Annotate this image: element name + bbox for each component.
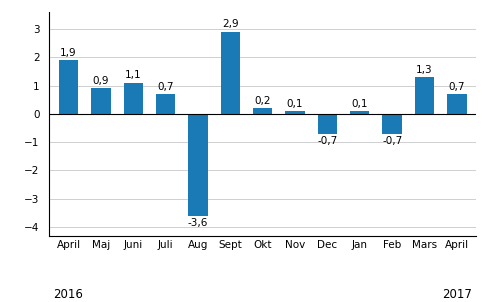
Text: 0,1: 0,1 [352, 98, 368, 108]
Bar [188, 114, 208, 216]
Text: 1,1: 1,1 [125, 70, 141, 80]
Bar [447, 94, 466, 114]
Bar [253, 108, 273, 114]
Text: 0,2: 0,2 [254, 96, 271, 106]
Text: 2017: 2017 [442, 288, 472, 301]
Bar [220, 32, 240, 114]
Bar [382, 114, 402, 134]
Text: 1,9: 1,9 [60, 48, 77, 58]
Text: 2,9: 2,9 [222, 19, 239, 29]
Text: 2016: 2016 [54, 288, 83, 301]
Text: -3,6: -3,6 [188, 218, 208, 228]
Bar [285, 111, 305, 114]
Bar [415, 77, 434, 114]
Bar [91, 88, 110, 114]
Text: 0,7: 0,7 [157, 82, 174, 92]
Text: -0,7: -0,7 [317, 136, 337, 146]
Text: 0,9: 0,9 [93, 76, 109, 86]
Text: 0,7: 0,7 [449, 82, 465, 92]
Text: 1,3: 1,3 [416, 65, 433, 75]
Bar [350, 111, 369, 114]
Bar [59, 60, 78, 114]
Bar [318, 114, 337, 134]
Text: 0,1: 0,1 [287, 98, 303, 108]
Bar [124, 83, 143, 114]
Bar [156, 94, 175, 114]
Text: -0,7: -0,7 [382, 136, 402, 146]
